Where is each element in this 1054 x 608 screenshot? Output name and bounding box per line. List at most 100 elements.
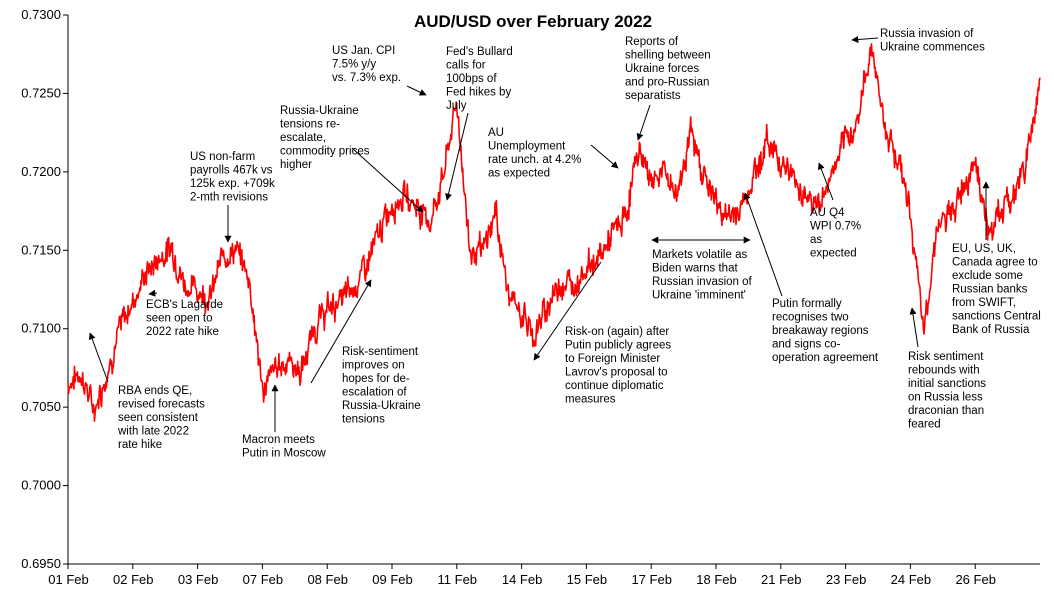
- annotation-text: feared: [908, 419, 941, 431]
- annotation-text: Putin in Moscow: [242, 448, 326, 460]
- annotation-text: draconian than: [908, 405, 984, 417]
- annotation-text: continue diplomatic: [565, 380, 664, 392]
- x-tick-label: 14 Feb: [502, 572, 542, 587]
- annotation-text: Ukraine forces: [625, 63, 699, 75]
- annotation-text: Russia-Ukraine: [342, 400, 421, 412]
- annotation-arrow: [533, 261, 602, 361]
- annotation-text: Putin formally: [772, 298, 842, 310]
- annotation-arrow: [743, 192, 783, 297]
- annotation-6: Russia-Ukraine tensions re-escalate, commo…: [280, 105, 424, 213]
- annotation-text: as: [810, 234, 822, 246]
- annotation-text: RBA ends QE,: [118, 385, 192, 397]
- annotation-text: WPI 0.7%: [810, 221, 861, 233]
- annotation-text: and signs co-: [772, 339, 841, 351]
- annotation-7: US Jan. CPI 7.5% y/yvs. 7.3% exp.: [332, 45, 427, 96]
- annotation-arrow: [851, 36, 879, 44]
- annotation-text: recognises two: [772, 312, 849, 324]
- annotation-text: Risk sentiment: [908, 351, 984, 363]
- y-tick-label: 0.7150: [21, 242, 61, 257]
- annotation-text: hopes for de-: [342, 373, 410, 385]
- annotation-text: exclude some: [952, 270, 1023, 282]
- annotation-text: Canada agree to: [952, 257, 1038, 269]
- annotation-text: EU, US, UK,: [952, 243, 1016, 255]
- annotation-arrow: [406, 85, 427, 96]
- annotation-text: AU Q4: [810, 207, 845, 219]
- annotation-arrow: [636, 104, 651, 141]
- x-tick-label: 23 Feb: [826, 572, 866, 587]
- annotation-text: 100bps of: [446, 73, 497, 85]
- annotation-text: Russia-Ukraine: [280, 105, 359, 117]
- x-tick-label: 11 Feb: [438, 572, 478, 587]
- annotation-text: expected: [810, 248, 857, 260]
- annotation-text: improves on: [342, 360, 405, 372]
- annotation-text: rebounds with: [908, 365, 980, 377]
- annotation-text: Ukraine commences: [880, 42, 985, 54]
- annotation-text: Risk-on (again) after: [565, 326, 669, 338]
- annotation-text: payrolls 467k vs: [190, 165, 273, 177]
- annotation-text: Biden warns that: [652, 263, 738, 275]
- annotation-4: Macron meets Putin in Moscow: [242, 384, 326, 460]
- annotation-text: AU: [488, 127, 504, 139]
- annotation-text: Putin publicly agrees: [565, 340, 671, 352]
- annotation-text: Fed's Bullard: [446, 46, 513, 58]
- annotation-text: seen consistent: [118, 412, 199, 424]
- annotation-arrow: [909, 307, 919, 348]
- annotation-text: revised forecasts: [118, 399, 205, 411]
- annotation-text: ECB's Lagarde: [146, 299, 223, 311]
- annotation-15: Russia invasion of Ukraine commences: [851, 28, 985, 54]
- annotation-14: AU Q4 WPI 0.7%as expected: [810, 162, 861, 260]
- annotation-text: sanctions Central: [952, 311, 1041, 323]
- annotation-text: Macron meets: [242, 434, 315, 446]
- x-tick-label: 03 Feb: [178, 572, 218, 587]
- annotation-text: rate hike: [118, 439, 162, 451]
- annotation-text: 2-mth revisions: [190, 192, 268, 204]
- series-group: [67, 43, 1041, 423]
- y-tick-label: 0.7100: [21, 321, 61, 336]
- axes: 0.6950 0.7000 0.7050 0.7100 0.7150 0.7200 0.72…: [21, 7, 1040, 587]
- annotation-text: Fed hikes by: [446, 87, 511, 99]
- annotation-text: operation agreement: [772, 352, 879, 364]
- annotation-text: on Russia less: [908, 392, 983, 404]
- x-tick-label: 07 Feb: [243, 572, 283, 587]
- y-tick-label: 0.7200: [21, 164, 61, 179]
- annotation-text: shelling between: [625, 50, 711, 62]
- annotation-text: Ukraine 'imminent': [652, 290, 746, 302]
- annotation-text: July: [446, 100, 467, 112]
- annotation-text: escalate,: [280, 132, 326, 144]
- y-tick-label: 0.7300: [21, 7, 61, 22]
- x-tick-label: 15 Feb: [567, 572, 607, 587]
- annotation-text: Russian banks: [952, 284, 1028, 296]
- annotation-text: to Foreign Minister: [565, 353, 660, 365]
- y-tick-label: 0.7000: [21, 478, 61, 493]
- annotation-text: 125k exp. +709k: [190, 178, 275, 190]
- annotation-text: tensions re-: [280, 119, 340, 131]
- annotation-text: US non-farm: [190, 151, 255, 163]
- y-tick-label: 0.7250: [21, 85, 61, 100]
- series-line-audusd: [67, 43, 1041, 423]
- x-tick-label: 17 Feb: [631, 572, 671, 587]
- annotation-text: Russian invasion of: [652, 276, 753, 288]
- annotation-12: Markets volatile as Biden warns thatRussi…: [651, 236, 753, 302]
- annotation-text: initial sanctions: [908, 378, 986, 390]
- y-tick-label: 0.6950: [21, 556, 61, 571]
- annotation-text: vs. 7.3% exp.: [332, 72, 401, 84]
- annotation-text: Risk-sentiment: [342, 346, 419, 358]
- annotation-text: Unemployment: [488, 141, 566, 153]
- annotation-text: Lavrov's proposal to: [565, 367, 668, 379]
- x-tick-label: 24 Feb: [891, 572, 931, 587]
- annotation-text: 7.5% y/y: [332, 59, 376, 71]
- annotation-text: commodity prices: [280, 146, 370, 158]
- annotation-arrow: [310, 279, 372, 384]
- chart-title: AUD/USD over February 2022: [414, 12, 652, 31]
